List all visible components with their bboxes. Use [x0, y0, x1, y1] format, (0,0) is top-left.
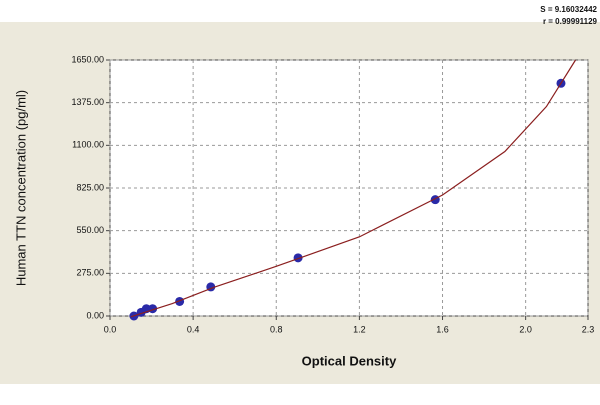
y-tick-label: 0.00 [86, 310, 104, 320]
x-tick-label: 0.4 [187, 324, 200, 334]
x-tick-label: 2.3 [582, 324, 595, 334]
x-tick-label: 0.0 [104, 324, 117, 334]
x-tick-label: 0.8 [270, 324, 283, 334]
data-point [293, 253, 303, 263]
y-axis-label: Human TTN concentration (pg/ml) [13, 90, 28, 286]
plot-area [109, 59, 589, 317]
fit-curve [130, 59, 577, 318]
y-tick-label: 275.00 [76, 268, 104, 278]
data-point [175, 296, 185, 306]
y-tick-label: 550.00 [76, 225, 104, 235]
x-axis-label: Optical Density [302, 353, 397, 368]
y-tick-label: 825.00 [76, 182, 104, 192]
y-tick-label: 1650.00 [71, 54, 104, 64]
fit-stat: r = 0.99991129 [543, 17, 598, 26]
fit-stat: S = 9.16032442 [540, 5, 597, 14]
y-tick-label: 1375.00 [71, 97, 104, 107]
x-tick-label: 2.0 [519, 324, 532, 334]
x-tick-label: 1.6 [436, 324, 449, 334]
x-tick-label: 1.2 [353, 324, 366, 334]
y-tick-label: 1100.00 [72, 140, 104, 150]
